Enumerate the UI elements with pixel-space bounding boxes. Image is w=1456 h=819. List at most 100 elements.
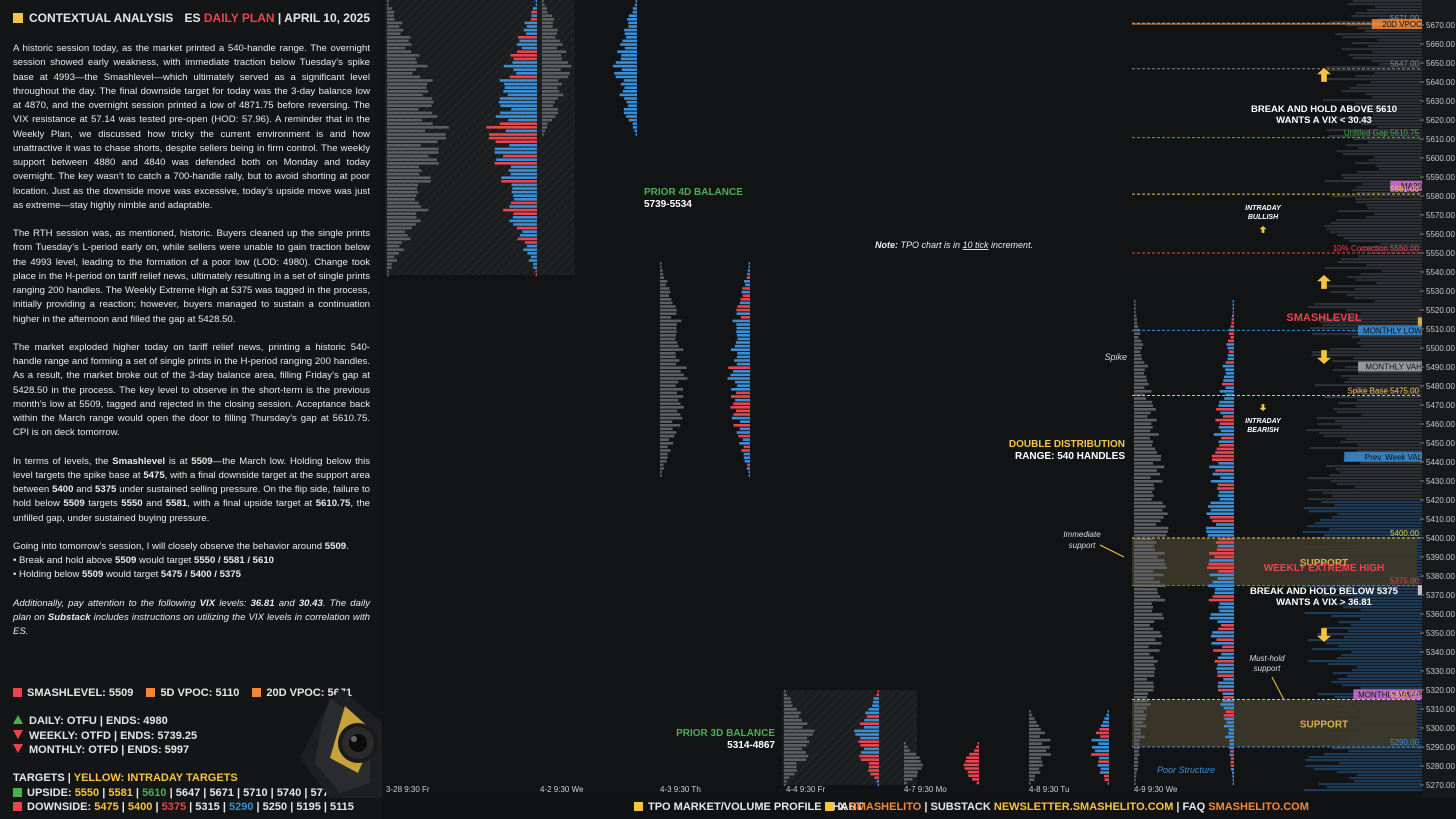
profile-4-2-volume: [624, 28, 637, 32]
profile-4-9-tpo: [1134, 368, 1145, 371]
profile-4-9-volume: [1232, 314, 1234, 317]
targets-block: TARGETS | YELLOW: INTRADAY TARGETS UPSID…: [13, 771, 354, 815]
profile-3-28-volume: [501, 180, 537, 183]
profile-3-28-tpo: [387, 90, 429, 93]
profile-4-9-tpo: [1134, 300, 1136, 303]
profile-4-2-tpo: [542, 72, 570, 75]
profile-4-3-tpo: [660, 398, 679, 402]
profile-3-28-volume: [504, 86, 537, 89]
profile-3-28-volume: [504, 82, 537, 86]
volume-profile-bar: [1322, 492, 1422, 495]
profile-4-4-volume: [868, 769, 879, 772]
profile-4-9-volume: [1213, 433, 1234, 436]
targets-title: TARGETS | YELLOW: INTRADAY TARGETS: [13, 772, 238, 784]
price-tick-label: 5400.00: [1426, 534, 1455, 543]
profile-4-9-volume: [1217, 656, 1234, 659]
volume-profile-bar: [1318, 432, 1422, 435]
volume-profile-bar: [1331, 615, 1422, 618]
profile-3-28-tpo: [387, 97, 433, 100]
profile-4-3-volume: [730, 348, 750, 351]
volume-profile-bar: [1342, 153, 1422, 156]
profile-4-9-tpo: [1134, 390, 1152, 393]
profile-4-8-tpo: [1029, 778, 1035, 781]
profile-4-4-tpo: [784, 718, 802, 722]
profile-4-8-tpo: [1029, 720, 1037, 724]
date-label: 4-3 9:30 Th: [660, 785, 701, 794]
faq-link[interactable]: SMASHELITO.COM: [1208, 801, 1309, 813]
profile-3-28-volume: [524, 241, 537, 244]
profile-4-9-volume: [1231, 321, 1234, 325]
profile-4-4-volume: [858, 740, 879, 743]
profile-4-9-volume: [1220, 429, 1234, 433]
profile-4-9-volume: [1224, 397, 1234, 400]
profile-4-3-tpo: [660, 276, 665, 279]
profile-4-9-tpo: [1134, 598, 1165, 602]
profile-4-8-volume: [1104, 774, 1109, 778]
profile-4-9-volume: [1209, 559, 1234, 562]
profile-4-9-tpo: [1134, 526, 1169, 530]
red-square-icon: [13, 802, 22, 811]
profile-4-2-volume: [621, 68, 637, 71]
profile-4-9-tpo: [1134, 462, 1154, 465]
price-level-tag-label: MONTHLY LOW 5509.25: [1363, 326, 1454, 335]
profile-4-9-tpo: [1134, 422, 1152, 425]
volume-profile-bar: [1323, 435, 1422, 438]
profile-4-9-volume: [1223, 379, 1234, 382]
profile-4-9-tpo: [1134, 678, 1148, 681]
volume-profile-bar: [1329, 291, 1422, 294]
volume-profile-bar: [1357, 342, 1422, 345]
volume-profile-bar: [1345, 438, 1422, 441]
profile-4-2-volume: [614, 72, 637, 75]
volume-profile-bar: [1324, 180, 1422, 183]
x-handle-link[interactable]: SMASHELITO: [849, 801, 922, 813]
profile-4-3-volume: [739, 427, 750, 431]
yellow-square-icon: [634, 802, 643, 811]
volume-profile-bar: [1314, 384, 1422, 387]
profile-4-9-tpo: [1134, 415, 1148, 418]
price-tick-label: 5390.00: [1426, 553, 1455, 562]
profile-3-28-volume: [533, 262, 537, 266]
volume-profile-bar: [1326, 786, 1422, 789]
profile-3-28-tpo: [387, 100, 434, 104]
profile-4-2-volume: [621, 54, 637, 57]
profile-4-9-volume: [1224, 724, 1234, 728]
down-triangle-icon: [13, 729, 23, 739]
price-tick-label: 5310.00: [1426, 705, 1455, 714]
profile-4-3-tpo: [660, 355, 677, 359]
volume-profile-bar: [1317, 423, 1422, 426]
price-level-tag: [1358, 361, 1456, 372]
newsletter-link[interactable]: NEWSLETTER.SMASHELITO.COM: [993, 801, 1174, 813]
profile-4-9-volume: [1217, 663, 1234, 667]
volume-profile-bar: [1356, 774, 1422, 777]
profile-4-2-volume: [628, 25, 637, 28]
profile-4-3-volume: [736, 308, 750, 312]
prior-4d-range: 5739-5534: [644, 199, 692, 210]
profile-4-9-tpo: [1134, 703, 1151, 706]
profile-4-9-volume: [1225, 386, 1234, 389]
profile-4-9-tpo: [1134, 706, 1147, 710]
volume-profile-bar: [1354, 486, 1422, 489]
profile-4-9-volume: [1214, 660, 1234, 663]
volume-profile-bar: [1340, 441, 1422, 444]
weekly-extreme-label: WEEKLY EXTREME HIGH: [1264, 563, 1385, 574]
price-tick-label: 5280.00: [1426, 762, 1455, 771]
profile-4-8-volume: [1102, 720, 1109, 724]
volume-profile-bar: [1323, 225, 1422, 228]
profile-3-28-tpo: [387, 122, 433, 125]
profile-3-28-volume: [509, 205, 537, 208]
volume-profile-bar: [1376, 282, 1422, 285]
profile-4-8-tpo: [1029, 731, 1045, 735]
profile-4-8-tpo: [1029, 774, 1036, 778]
volume-profile-bar: [1324, 78, 1422, 81]
price-tick-label: 5670.00: [1426, 21, 1455, 30]
volume-profile-bar: [1362, 246, 1422, 249]
profile-3-28-tpo: [387, 208, 429, 212]
profile-4-9-tpo: [1134, 591, 1158, 595]
down-triangle-icon: [13, 744, 23, 753]
profile-4-3-volume: [747, 272, 750, 276]
profile-3-28-volume: [519, 39, 537, 43]
volume-profile-bar: [1357, 171, 1422, 174]
profile-4-9-tpo: [1134, 361, 1145, 364]
volume-profile-bar: [1378, 63, 1422, 66]
profile-4-9-tpo: [1134, 386, 1145, 389]
